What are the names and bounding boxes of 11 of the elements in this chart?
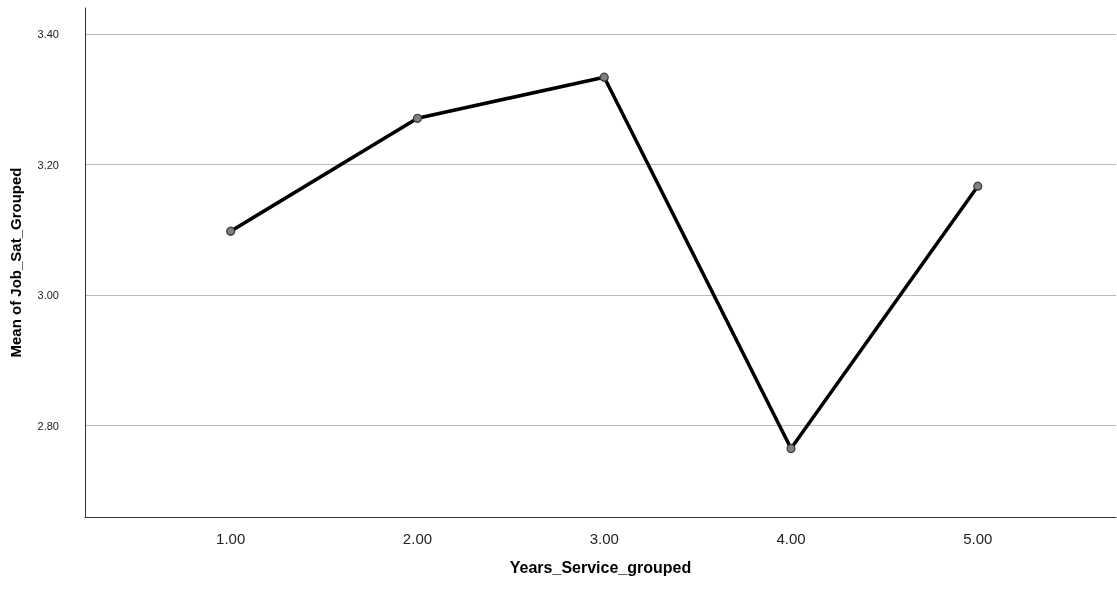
x-tick-label: 4.00 bbox=[776, 530, 806, 547]
y-axis-title: Mean of Job_Sat_Grouped bbox=[7, 167, 24, 358]
x-tick-label: 3.00 bbox=[589, 530, 619, 547]
x-tick-label: 2.00 bbox=[402, 530, 433, 547]
y-tick-label: 3.00 bbox=[37, 289, 59, 302]
y-tick-label: 2.80 bbox=[37, 419, 59, 432]
x-axis-title: Years_Service_grouped bbox=[509, 558, 692, 576]
y-tick-label: 3.20 bbox=[37, 158, 59, 171]
x-tick-label: 1.00 bbox=[216, 530, 246, 547]
x-tick-label: 5.00 bbox=[963, 530, 993, 547]
y-tick-label: 3.40 bbox=[37, 28, 59, 41]
